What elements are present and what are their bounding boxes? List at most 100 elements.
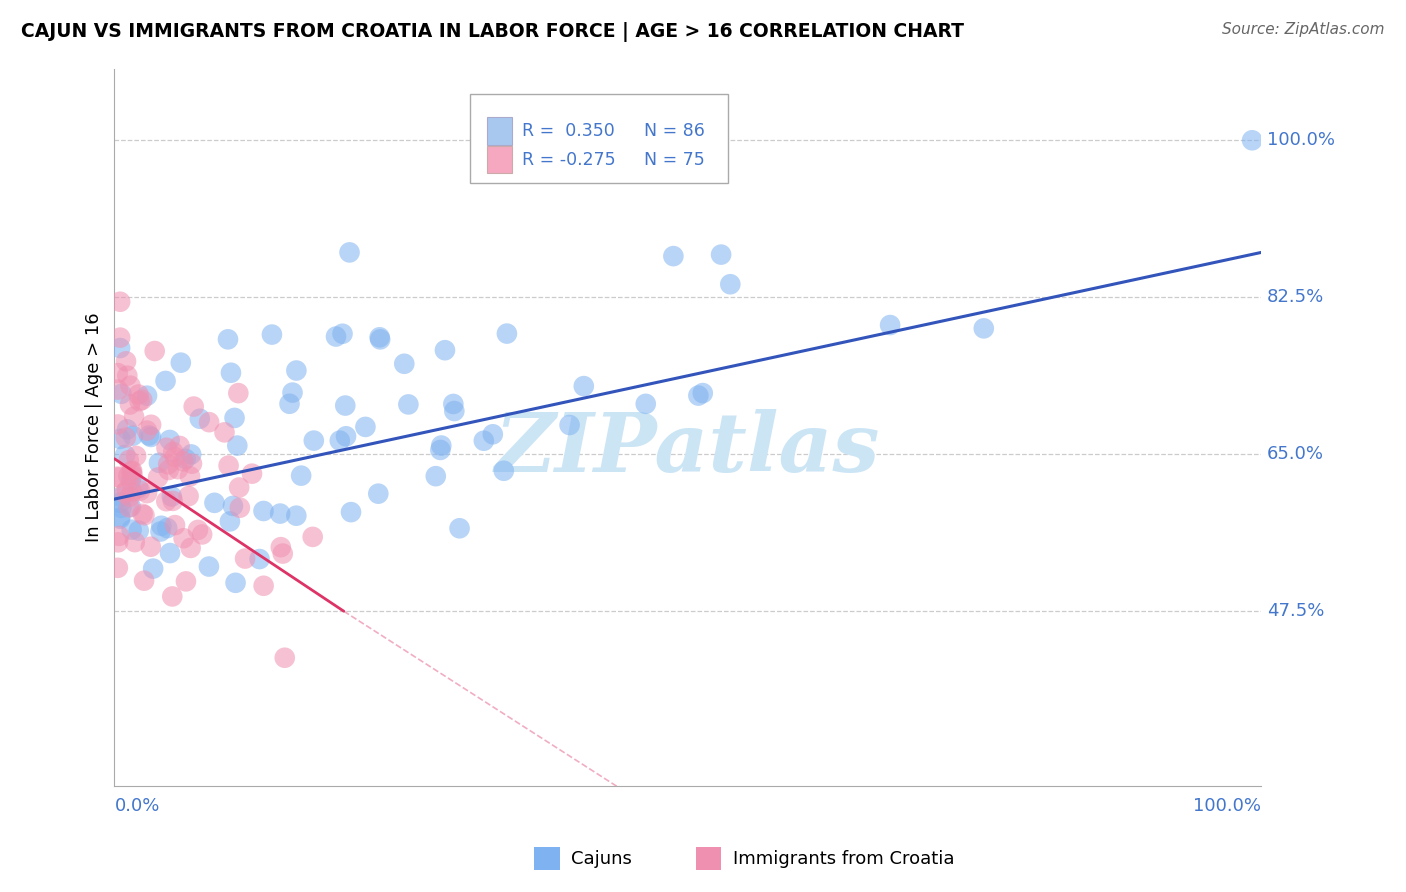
Point — [228, 386, 250, 401]
Point — [155, 374, 177, 388]
Point — [394, 357, 416, 371]
Point — [219, 515, 242, 529]
Point — [325, 329, 347, 343]
Point — [229, 500, 252, 515]
Point — [120, 378, 142, 392]
Text: R =  0.350: R = 0.350 — [522, 122, 614, 140]
Point — [162, 445, 184, 459]
Point — [174, 574, 197, 589]
Point — [136, 389, 159, 403]
Point — [160, 490, 183, 504]
Point — [136, 486, 159, 500]
Point — [163, 518, 186, 533]
Point — [124, 535, 146, 549]
Point — [174, 451, 197, 466]
Point — [125, 449, 148, 463]
Point — [128, 394, 150, 409]
Point — [107, 470, 129, 484]
Point — [162, 494, 184, 508]
Point — [167, 462, 190, 476]
FancyBboxPatch shape — [470, 94, 728, 184]
Text: 100.0%: 100.0% — [1267, 131, 1336, 149]
Point — [121, 464, 143, 478]
Point — [121, 523, 143, 537]
Point — [433, 343, 456, 358]
Point — [128, 387, 150, 401]
Point — [449, 521, 471, 535]
Point — [191, 527, 214, 541]
Point — [367, 486, 389, 500]
Point — [118, 490, 141, 504]
Point — [138, 428, 160, 442]
Point — [301, 530, 323, 544]
Point — [169, 439, 191, 453]
Text: Source: ZipAtlas.com: Source: ZipAtlas.com — [1222, 22, 1385, 37]
Text: 47.5%: 47.5% — [1267, 602, 1324, 620]
Point — [156, 521, 179, 535]
Point — [163, 450, 186, 464]
Point — [128, 524, 150, 538]
Point — [180, 447, 202, 461]
Point — [368, 330, 391, 344]
Text: Immigrants from Croatia: Immigrants from Croatia — [733, 849, 955, 868]
Point — [108, 432, 131, 446]
Point — [114, 431, 136, 445]
Point — [172, 454, 194, 468]
Point — [187, 523, 209, 537]
Point — [110, 500, 132, 515]
Point — [240, 467, 263, 481]
Point — [368, 332, 391, 346]
Point — [181, 457, 204, 471]
Point — [274, 650, 297, 665]
Point — [218, 458, 240, 473]
Point — [155, 494, 177, 508]
Point — [122, 409, 145, 424]
Point — [143, 343, 166, 358]
Point — [354, 420, 377, 434]
Point — [879, 318, 901, 332]
Point — [132, 574, 155, 588]
Point — [718, 277, 741, 292]
Point — [285, 363, 308, 377]
Point — [107, 535, 129, 549]
Point — [120, 474, 142, 488]
Point — [121, 428, 143, 442]
Point — [139, 417, 162, 432]
Point — [198, 559, 221, 574]
Point — [252, 504, 274, 518]
Point — [114, 448, 136, 462]
Point — [222, 499, 245, 513]
Point — [139, 430, 162, 444]
Point — [120, 465, 142, 479]
Point — [441, 397, 464, 411]
Point — [335, 429, 357, 443]
Point — [270, 540, 292, 554]
Point — [228, 480, 250, 494]
Point — [110, 386, 132, 401]
Point — [110, 490, 132, 504]
Point — [107, 469, 129, 483]
Point — [332, 326, 354, 341]
Point — [118, 453, 141, 467]
Point — [214, 425, 236, 440]
Point — [430, 438, 453, 452]
Point — [117, 368, 139, 383]
Text: N = 75: N = 75 — [644, 151, 704, 169]
Point — [129, 483, 152, 498]
Point — [121, 484, 143, 499]
Point — [180, 541, 202, 555]
Point — [710, 247, 733, 261]
Point — [188, 411, 211, 425]
Bar — [486, 146, 512, 173]
Point — [290, 468, 312, 483]
Bar — [486, 118, 512, 145]
Point — [572, 379, 595, 393]
Text: ZIPatlas: ZIPatlas — [495, 409, 880, 489]
Point — [146, 470, 169, 484]
Text: CAJUN VS IMMIGRANTS FROM CROATIA IN LABOR FORCE | AGE > 16 CORRELATION CHART: CAJUN VS IMMIGRANTS FROM CROATIA IN LABO… — [21, 22, 965, 42]
Point — [217, 332, 239, 346]
Point — [107, 366, 129, 380]
Point — [396, 397, 419, 411]
Point — [118, 500, 141, 515]
Point — [131, 392, 153, 407]
